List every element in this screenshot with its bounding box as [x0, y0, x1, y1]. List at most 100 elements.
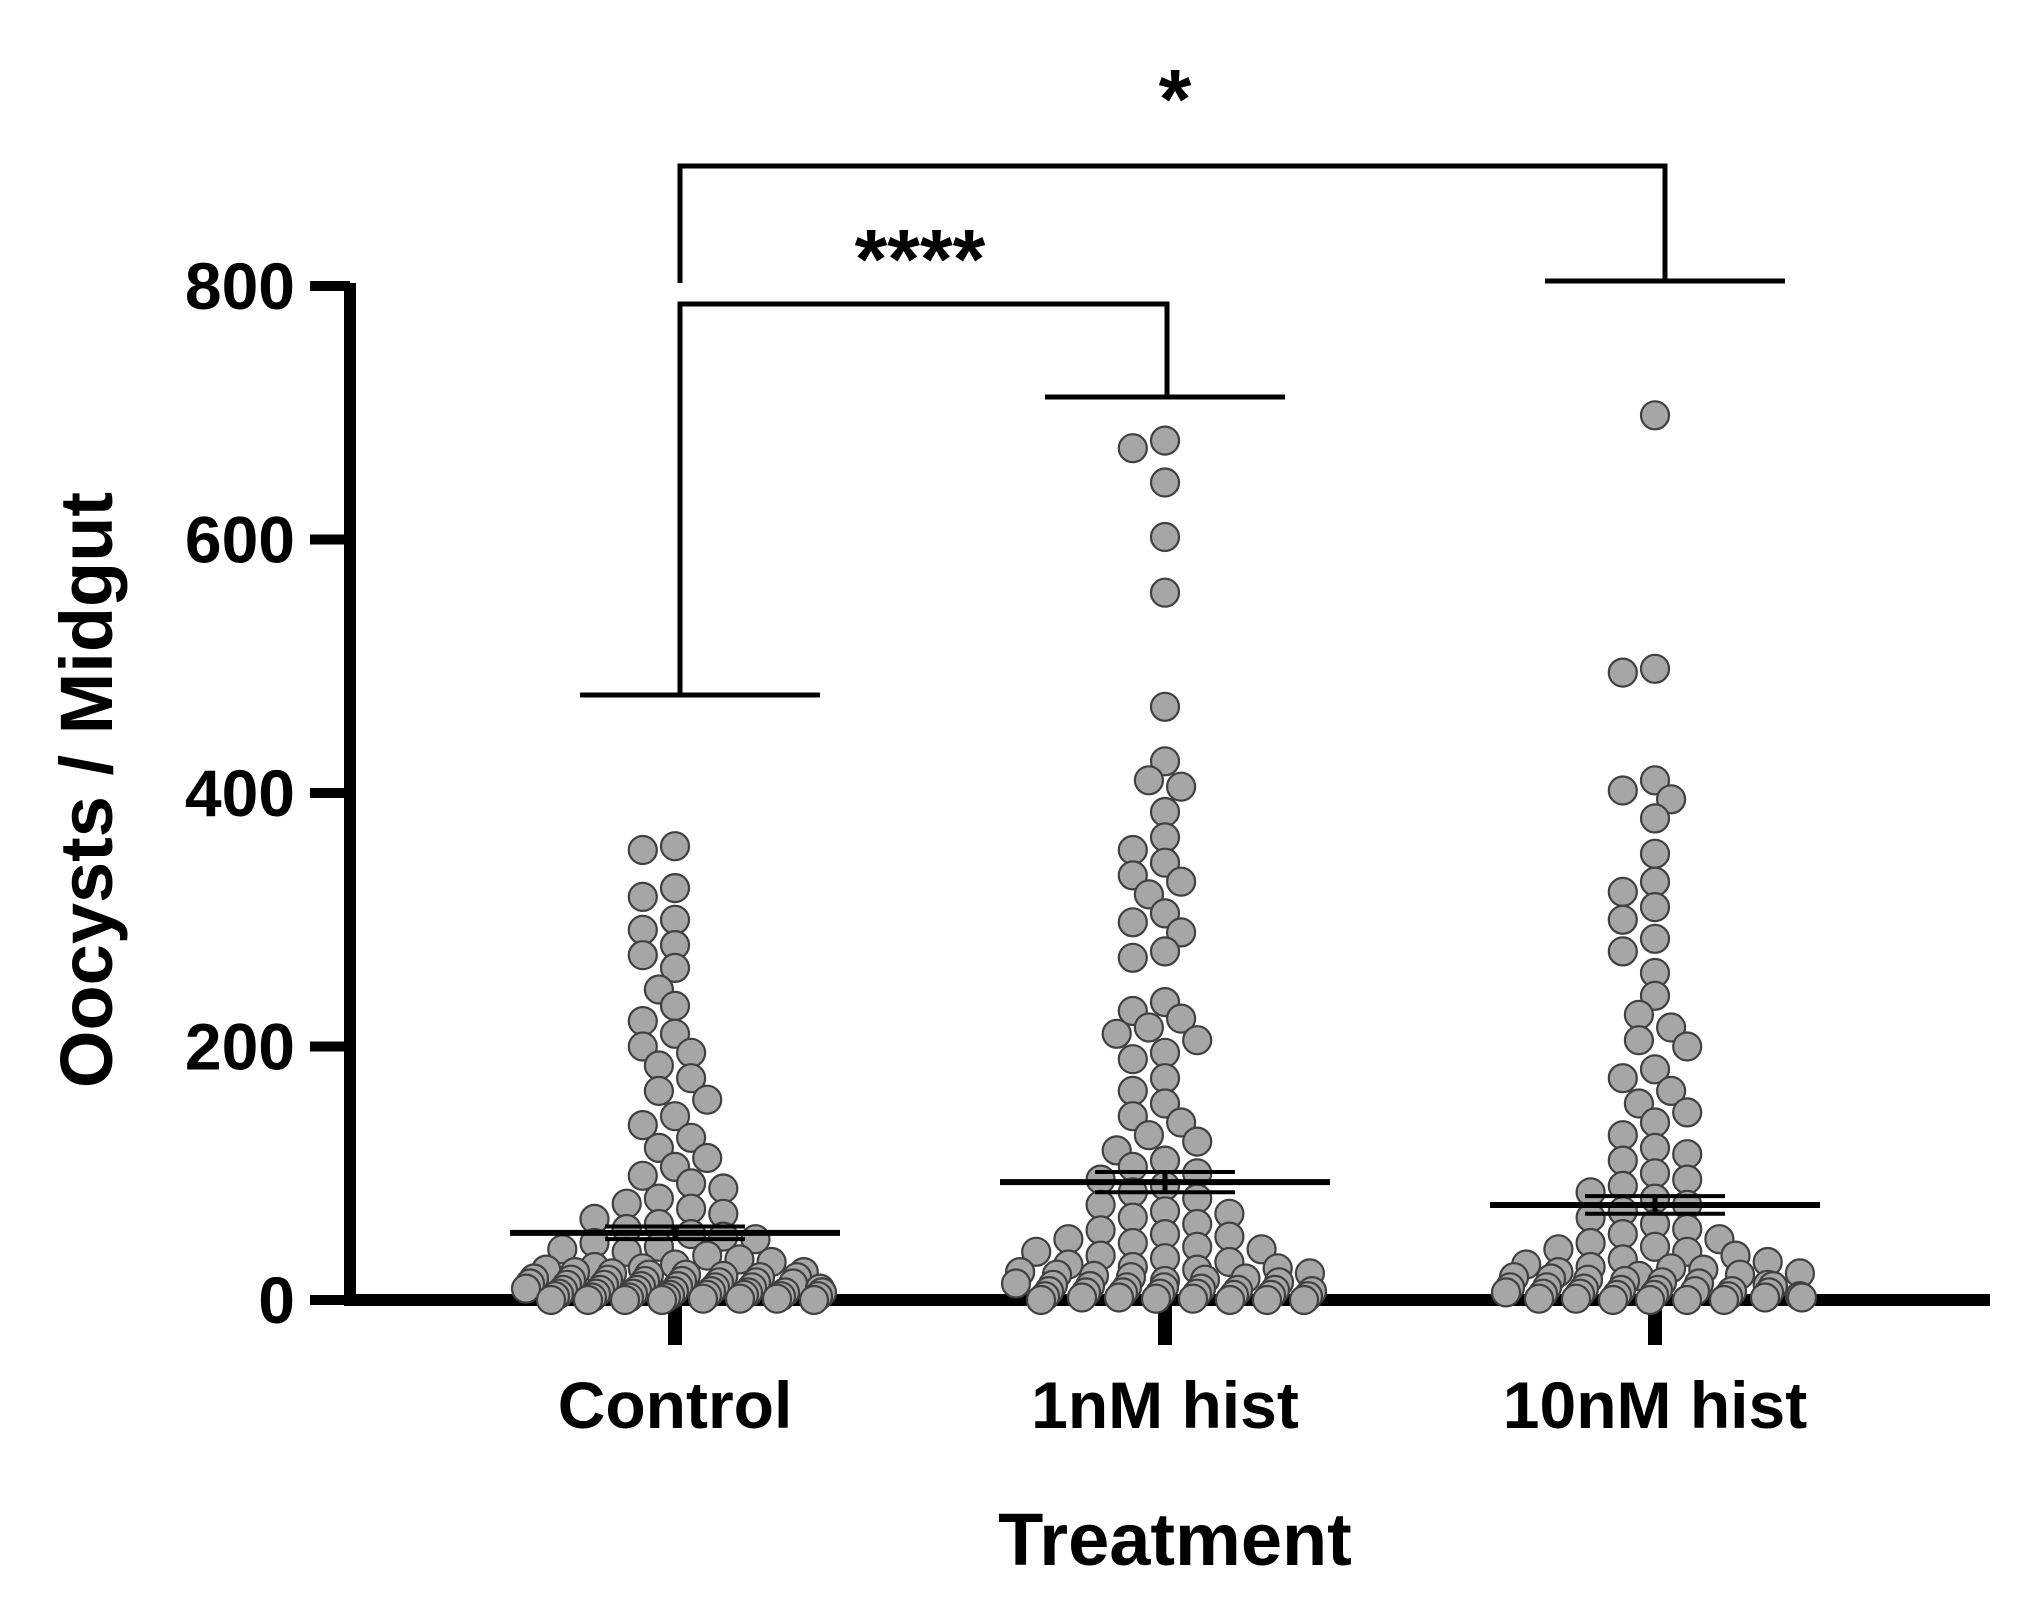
data-point: [1634, 1284, 1666, 1316]
data-point: [659, 872, 691, 904]
data-point: [798, 1284, 830, 1316]
data-point: [627, 914, 658, 946]
data-point: [1149, 796, 1181, 828]
data-point: [1117, 1151, 1148, 1183]
data-point: [627, 1160, 658, 1191]
data-point: [659, 904, 691, 935]
data-point: [675, 1063, 707, 1094]
data-point: [1639, 923, 1671, 954]
data-point: [627, 1109, 658, 1141]
data-point: [1623, 1025, 1655, 1056]
data-point: [1182, 1126, 1213, 1157]
data-point: [659, 952, 691, 984]
data-point: [1672, 1031, 1703, 1062]
data-point: [1639, 1132, 1671, 1164]
data-point: [1671, 1284, 1703, 1316]
data-point: [609, 1284, 641, 1316]
data-point: [535, 1284, 567, 1316]
y-tick-label: 400: [185, 756, 295, 830]
data-point: [1639, 803, 1671, 834]
data-point: [1639, 400, 1671, 431]
bracket-control-vs-10nm: [677, 163, 1668, 283]
data-point: [646, 1284, 678, 1316]
data-point: [1786, 1282, 1818, 1313]
data-point: [1085, 1215, 1116, 1246]
data-point: [1672, 1164, 1703, 1195]
data-point: [1021, 1236, 1052, 1267]
data-point: [1607, 936, 1638, 967]
data-point: [659, 1101, 691, 1132]
data-point: [611, 1188, 642, 1219]
data-point: [1025, 1284, 1057, 1316]
data-point: [1607, 1063, 1638, 1094]
data-point: [1085, 1189, 1116, 1221]
x-tick-label: Control: [558, 1368, 793, 1442]
data-point: [643, 1075, 675, 1107]
data-point: [1672, 1097, 1703, 1128]
data-point: [1490, 1277, 1522, 1308]
data-point: [1607, 775, 1638, 806]
data-point: [1607, 1145, 1638, 1176]
data-point: [1133, 1120, 1165, 1151]
data-point: [572, 1284, 604, 1316]
data-point: [1165, 1003, 1197, 1034]
y-tick-label: 800: [185, 249, 295, 323]
data-point: [627, 940, 658, 971]
data-point: [1623, 999, 1655, 1030]
data-point: [659, 990, 691, 1022]
data-point: [1103, 1282, 1135, 1313]
data-point: [1149, 691, 1181, 722]
x-axis-title: Treatment: [998, 1498, 1352, 1581]
data-point: [1708, 1284, 1740, 1316]
data-point: [1117, 907, 1148, 938]
data-point: [1165, 1107, 1197, 1138]
data-point: [1655, 1075, 1687, 1107]
y-tick-label: 0: [258, 1263, 295, 1337]
data-point: [643, 1050, 675, 1081]
data-point: [675, 1122, 707, 1153]
data-point: [1177, 1283, 1209, 1314]
data-point: [1639, 838, 1671, 869]
data-point: [1214, 1284, 1246, 1316]
data-point: [1251, 1284, 1283, 1316]
data-point: [1607, 1218, 1638, 1250]
data-point: [1749, 1282, 1781, 1313]
data-point: [1133, 1012, 1165, 1043]
y-tick-label: 200: [185, 1010, 295, 1084]
data-point: [1000, 1268, 1032, 1299]
data-point: [627, 881, 658, 913]
data-point: [1101, 1018, 1132, 1049]
data-point: [1149, 521, 1181, 553]
x-tick-label: 10nM hist: [1503, 1368, 1807, 1442]
data-point: [1655, 784, 1687, 815]
data-point: [1639, 1158, 1671, 1189]
data-points: [510, 400, 1818, 1316]
data-point: [1214, 1221, 1245, 1252]
data-point: [1607, 657, 1638, 688]
data-point: [1288, 1284, 1320, 1316]
data-point: [1165, 866, 1197, 897]
data-point: [659, 831, 691, 862]
data-point: [1149, 1037, 1181, 1068]
data-point: [1117, 834, 1148, 866]
significance-label: ****: [855, 212, 986, 306]
data-point: [1149, 467, 1181, 498]
data-point: [1149, 1063, 1181, 1094]
data-point: [1607, 904, 1638, 935]
data-point: [1117, 433, 1148, 464]
data-point: [1560, 1283, 1592, 1314]
data-point: [1639, 1107, 1671, 1138]
data-point: [510, 1273, 542, 1304]
data-point: [675, 1168, 707, 1199]
significance-label: *: [1159, 52, 1192, 146]
data-point: [724, 1283, 756, 1314]
data-point: [1149, 822, 1181, 853]
data-point: [1672, 1139, 1703, 1170]
data-point: [1182, 1183, 1213, 1214]
data-point: [1149, 577, 1181, 608]
data-point: [627, 834, 658, 866]
data-point: [1165, 771, 1197, 802]
data-point: [627, 1005, 658, 1037]
significance-brackets: *****: [580, 52, 1785, 698]
